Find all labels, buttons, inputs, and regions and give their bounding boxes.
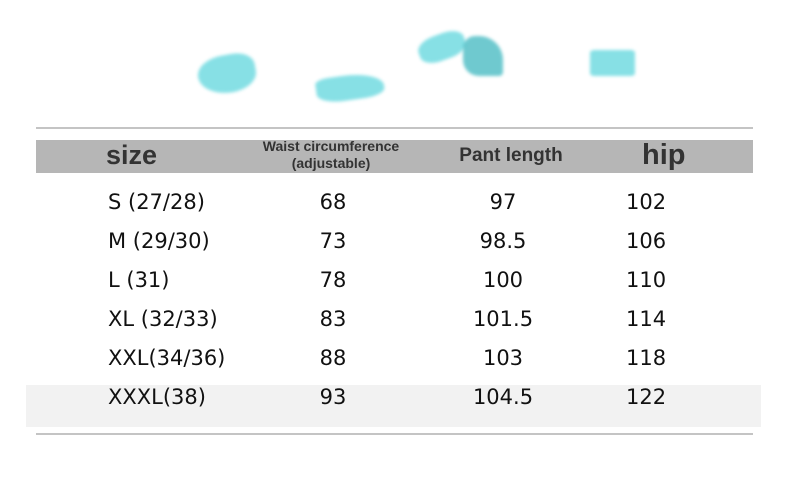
table-row: XXL(34/36) 88 103 118 [0,342,790,381]
last-row-shade [26,385,761,427]
cell-length: 100 [482,268,524,292]
cell-waist: 83 [319,307,347,331]
decorative-blob [314,70,386,105]
header-waist-sublabel: (adjustable) [291,155,371,171]
top-divider [36,127,753,129]
cell-waist: 88 [319,346,347,370]
cell-size: L (31) [108,268,170,292]
header-size: size [106,140,158,170]
cell-size: XXXL(38) [108,385,206,409]
header-length: Pant length [459,145,563,166]
table-row: S (27/28) 68 97 102 [0,186,790,225]
header-waist: Waist circumference (adjustable) [251,138,411,172]
cell-size: XL (32/33) [108,307,218,331]
cell-length: 97 [489,190,517,214]
table-row: M (29/30) 73 98.5 106 [0,225,790,264]
cell-hip: 122 [626,385,667,409]
header-hip: hip [642,139,686,171]
cell-length: 98.5 [479,229,527,253]
cell-waist: 93 [319,385,347,409]
table-header: size Waist circumference (adjustable) Pa… [36,138,753,173]
decorative-blob [195,50,259,98]
cell-size: S (27/28) [108,190,205,214]
cell-hip: 110 [626,268,667,292]
cell-length: 101.5 [472,307,534,331]
table-row: XL (32/33) 83 101.5 114 [0,303,790,342]
cell-waist: 73 [319,229,347,253]
bottom-divider [36,433,753,435]
cell-waist: 78 [319,268,347,292]
cell-hip: 114 [626,307,667,331]
cell-size: XXL(34/36) [108,346,226,370]
header-waist-label: Waist circumference [262,138,400,154]
cell-waist: 68 [319,190,347,214]
decorative-blob [590,50,635,76]
decorative-blob [463,36,503,76]
table-row: L (31) 78 100 110 [0,264,790,303]
decorative-blob [415,26,469,68]
cell-length: 103 [482,346,524,370]
cell-size: M (29/30) [108,229,210,253]
cell-length: 104.5 [472,385,534,409]
table-row: XXXL(38) 93 104.5 122 [0,381,790,420]
cell-hip: 118 [626,346,667,370]
cell-hip: 102 [626,190,667,214]
cell-hip: 106 [626,229,667,253]
